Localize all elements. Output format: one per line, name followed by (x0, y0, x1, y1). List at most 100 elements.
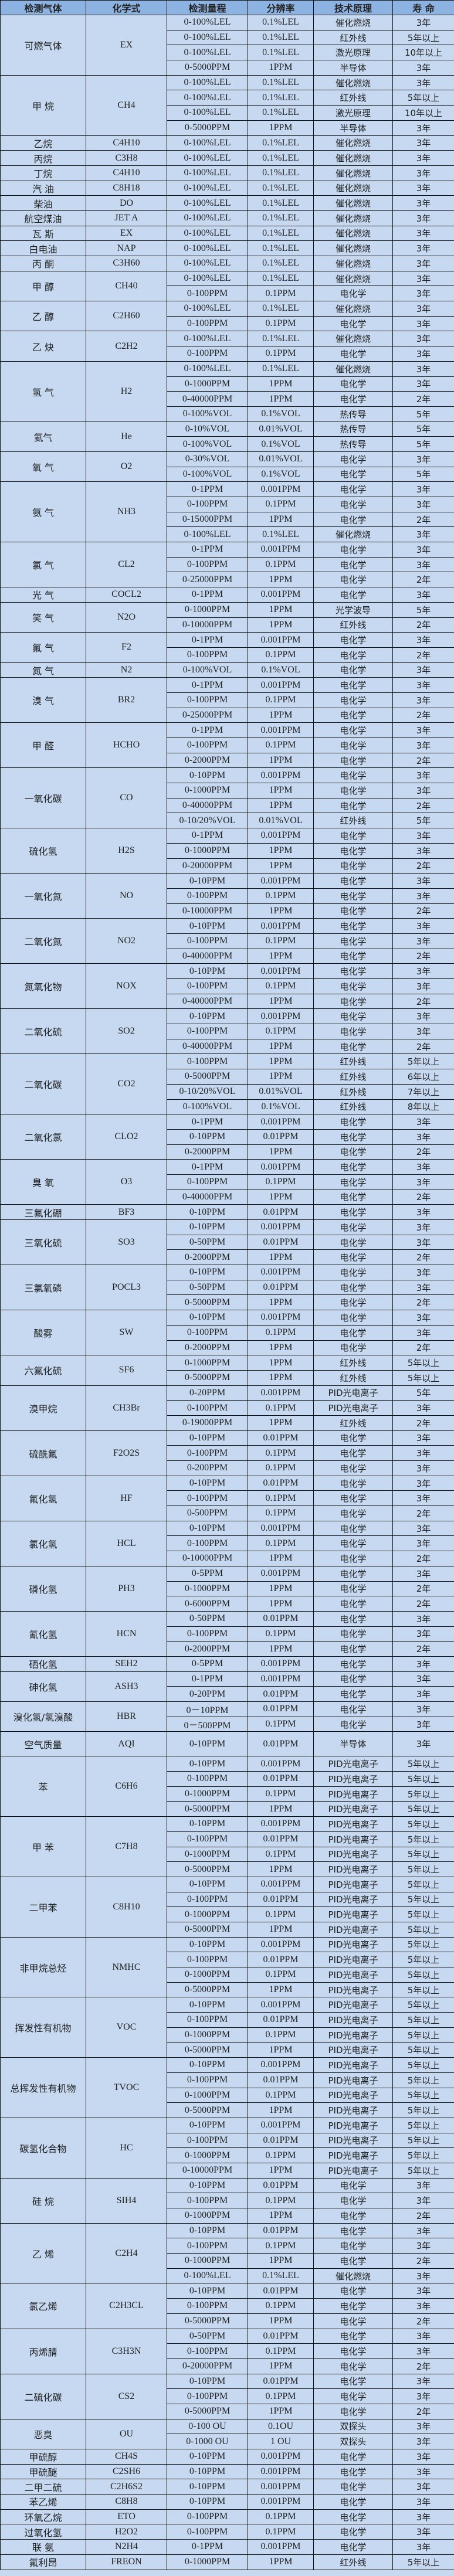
formula-cell: N2O (86, 601, 167, 633)
resolution-cell: 1PPM (248, 707, 314, 723)
table-row: 0-10000PPM 1PPM 红外线 2年 (1, 617, 454, 633)
table-row: 白电油 NAP 0-100%LEL 0.1%LEL 催化燃烧 3年 (0, 240, 454, 256)
range-cell: 0-100%LEL (167, 270, 248, 287)
technology-cell: 电化学 (313, 497, 393, 512)
range-cell: 0-15000PPM (167, 511, 248, 528)
table-row: 甲 醛 HCHO 0-1PPM 0.001PPM 电化学 3年 (0, 722, 454, 769)
formula-cell: SEH2 (86, 1656, 167, 1672)
lifespan-cell: 3年 (392, 1731, 454, 1757)
lifespan-cell: 5年以上 (392, 2117, 454, 2133)
technology-cell: 电化学 (313, 376, 393, 392)
technology-cell: PID光电离子 (313, 1385, 393, 1401)
resolution-cell: 0.01PPM (248, 2132, 314, 2149)
table-row: 0-1000 OU 1 OU 双探头 3年 (1, 2434, 454, 2449)
technology-cell: 电化学 (313, 2313, 393, 2329)
range-cell: 0－10PPM (167, 1701, 248, 1717)
lifespan-cell: 3年 (392, 1024, 454, 1039)
range-cell: 0-2000PPM (167, 1249, 248, 1266)
technology-cell: 电化学 (313, 1535, 393, 1552)
resolution-cell: 1PPM (248, 1551, 314, 1566)
formula-cell: ETO (86, 2509, 167, 2525)
technology-cell: 催化燃烧 (313, 361, 393, 377)
lifespan-cell: 3年 (392, 481, 454, 497)
lifespan-cell: 5年以上 (392, 90, 454, 106)
lifespan-cell: 3年 (392, 526, 454, 543)
formula-cell: C2H4 (86, 2222, 167, 2284)
technology-cell: PID光电离子 (313, 2087, 393, 2103)
lifespan-cell: 3年 (392, 256, 454, 271)
range-cell: 0-200PPM (167, 1460, 248, 1476)
table-row: 0-2000PPM 1PPM 电化学 2年 (1, 1641, 454, 1657)
gas-name-cell: 氨 气 (0, 481, 86, 543)
resolution-cell: 1PPM (248, 1069, 314, 1085)
resolution-cell: 0.1PPM (248, 2298, 314, 2314)
technology-cell: 电化学 (313, 587, 393, 603)
technology-cell: 电化学 (313, 2238, 393, 2254)
range-cell: 0-10PPM (167, 873, 248, 889)
resolution-cell: 0.001PPM (248, 1816, 314, 1832)
lifespan-cell: 3年 (392, 1716, 454, 1732)
table-row: 苯 C6H6 0-10PPM 0.001PPM PID光电离子 5年以上 (0, 1756, 454, 1817)
resolution-cell: 0.1%LEL (248, 105, 314, 121)
formula-cell: SO2 (86, 1008, 167, 1055)
lifespan-cell: 3年 (392, 210, 454, 226)
technology-cell: 电化学 (313, 1324, 393, 1341)
formula-cell: NOX (86, 963, 167, 1010)
range-cell: 0-10PPM (167, 1936, 248, 1953)
formula-cell: C7H8 (86, 1816, 167, 1877)
gas-name-cell: 氧 气 (0, 451, 86, 482)
technology-cell: 催化燃烧 (313, 225, 393, 242)
resolution-cell: 0.1PPM (248, 556, 314, 573)
table-row: 0-20PPM 0.01PPM 电化学 3年 (1, 1686, 454, 1702)
technology-cell: 电化学 (313, 1506, 393, 1521)
formula-cell: O3 (86, 1159, 167, 1205)
gas-name-cell: 二硫化碳 (0, 2373, 86, 2419)
table-row: 0-100PPM 0.1PPM 电化学 3年 (1, 1490, 454, 1507)
header-formula: 化学式 (86, 0, 167, 15)
range-cell: 0-1000PPM (167, 601, 248, 618)
table-row: 汽 油 C8H18 0-100%LEL 0.1%LEL 催化燃烧 3年 (0, 180, 454, 196)
table-row: 柴油 DO 0-100%LEL 0.1%LEL 催化燃烧 3年 (0, 195, 454, 211)
range-cell: 0-100PPM (167, 1771, 248, 1787)
table-row: 0-1000PPM 0.1PPM PID光电离子 5年以上 (1, 1967, 454, 1983)
technology-cell: 电化学 (313, 1596, 393, 1612)
table-row: 0-6000PPM 1PPM 电化学 2年 (1, 1596, 454, 1612)
lifespan-cell: 3年 (392, 1610, 454, 1627)
range-cell: 0-1000PPM (167, 1846, 248, 1863)
resolution-cell: 0.001PPM (248, 1565, 314, 1582)
technology-cell: PID光电离子 (313, 2012, 393, 2028)
gas-name-cell: 氟利昂 (0, 2554, 86, 2570)
range-cell: 0-10PPM (167, 1430, 248, 1446)
technology-cell: PID光电离子 (313, 1756, 393, 1772)
resolution-cell: 0.1%LEL (248, 361, 314, 377)
formula-cell: SIH4 (86, 2177, 167, 2224)
range-cell: 0-50PPM (167, 1279, 248, 1296)
formula-cell: H2O2 (86, 2524, 167, 2540)
range-cell: 0-10PPM (167, 1876, 248, 1892)
technology-cell: 红外线 (313, 1099, 393, 1115)
range-cell: 0-40000PPM (167, 1038, 248, 1055)
table-row: 二氧化硫 SO2 0-10PPM 0.001PPM 电化学 3年 (0, 1008, 454, 1055)
formula-cell: EX (86, 15, 167, 76)
table-row: 甲 烷 CH4 0-100%LEL 0.1%LEL 催化燃烧 3年 (0, 74, 454, 136)
table-row: 联 氨 N2H4 0-1PPM 0.001PPM 电化学 3年 (0, 2539, 454, 2555)
resolution-cell: 0.1PPM (248, 933, 314, 949)
formula-cell: NAP (86, 240, 167, 256)
range-cell: 0-6000PPM (167, 1596, 248, 1612)
technology-cell: 电化学 (313, 692, 393, 708)
technology-cell: 电化学 (313, 511, 393, 528)
range-cell: 0-20000PPM (167, 858, 248, 874)
range-cell: 0-10PPM (167, 2222, 248, 2239)
lifespan-cell: 5年以上 (392, 1369, 454, 1386)
formula-cell: C2H2 (86, 331, 167, 362)
lifespan-cell: 3年 (392, 677, 454, 693)
range-cell: 0-100PPM (167, 1324, 248, 1341)
gas-name-cell: 一氧化碳 (0, 767, 86, 829)
table-row: 氯 气 CL2 0-1PPM 0.001PPM 电化学 3年 (0, 542, 454, 588)
gas-name-cell: 空气质量 (0, 1731, 86, 1757)
technology-cell: 电化学 (313, 903, 393, 919)
resolution-cell: 0.1%LEL (248, 210, 314, 226)
range-cell: 0-1000 OU (167, 2434, 248, 2449)
table-row: 0-5000PPM 1PPM 电化学 2年 (1, 2403, 454, 2419)
range-cell: 0-50PPM (167, 2328, 248, 2344)
